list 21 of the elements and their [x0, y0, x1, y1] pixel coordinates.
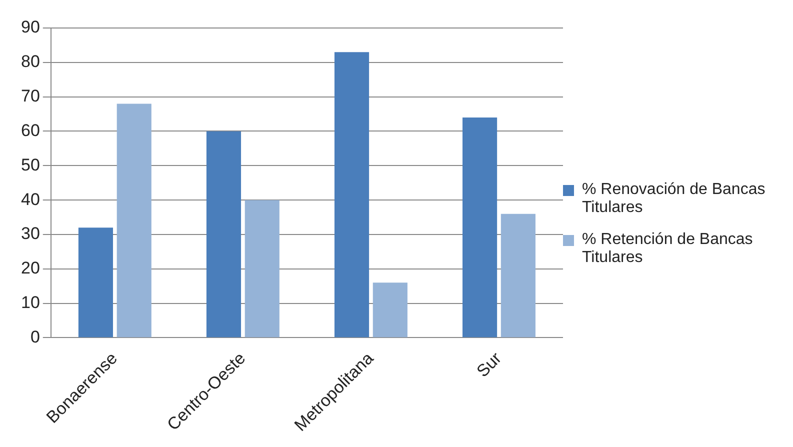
y-tick-label: 80 — [20, 52, 40, 72]
y-tick-label: 10 — [20, 293, 40, 312]
y-tick-label: 30 — [20, 224, 40, 244]
bar — [334, 52, 370, 338]
bar — [500, 214, 536, 338]
bar — [244, 200, 280, 338]
y-tick-label: 90 — [20, 18, 40, 37]
y-tick-label: 20 — [20, 258, 40, 278]
y-tick-label: 70 — [20, 86, 40, 106]
bar — [116, 104, 152, 338]
y-tick-label: 50 — [20, 155, 40, 174]
legend-label: % Renovación de Bancas Titulares — [582, 180, 766, 216]
bar — [372, 282, 408, 338]
y-tick-label: 40 — [20, 190, 40, 209]
bar — [206, 131, 242, 338]
y-tick-label: 60 — [20, 120, 40, 140]
x-tick-label: Sur — [472, 348, 506, 381]
bar — [78, 228, 113, 338]
legend-label: % Retención de Bancas Titulares — [582, 230, 754, 266]
y-tick-label: 0 — [30, 327, 40, 346]
bar — [462, 117, 498, 338]
